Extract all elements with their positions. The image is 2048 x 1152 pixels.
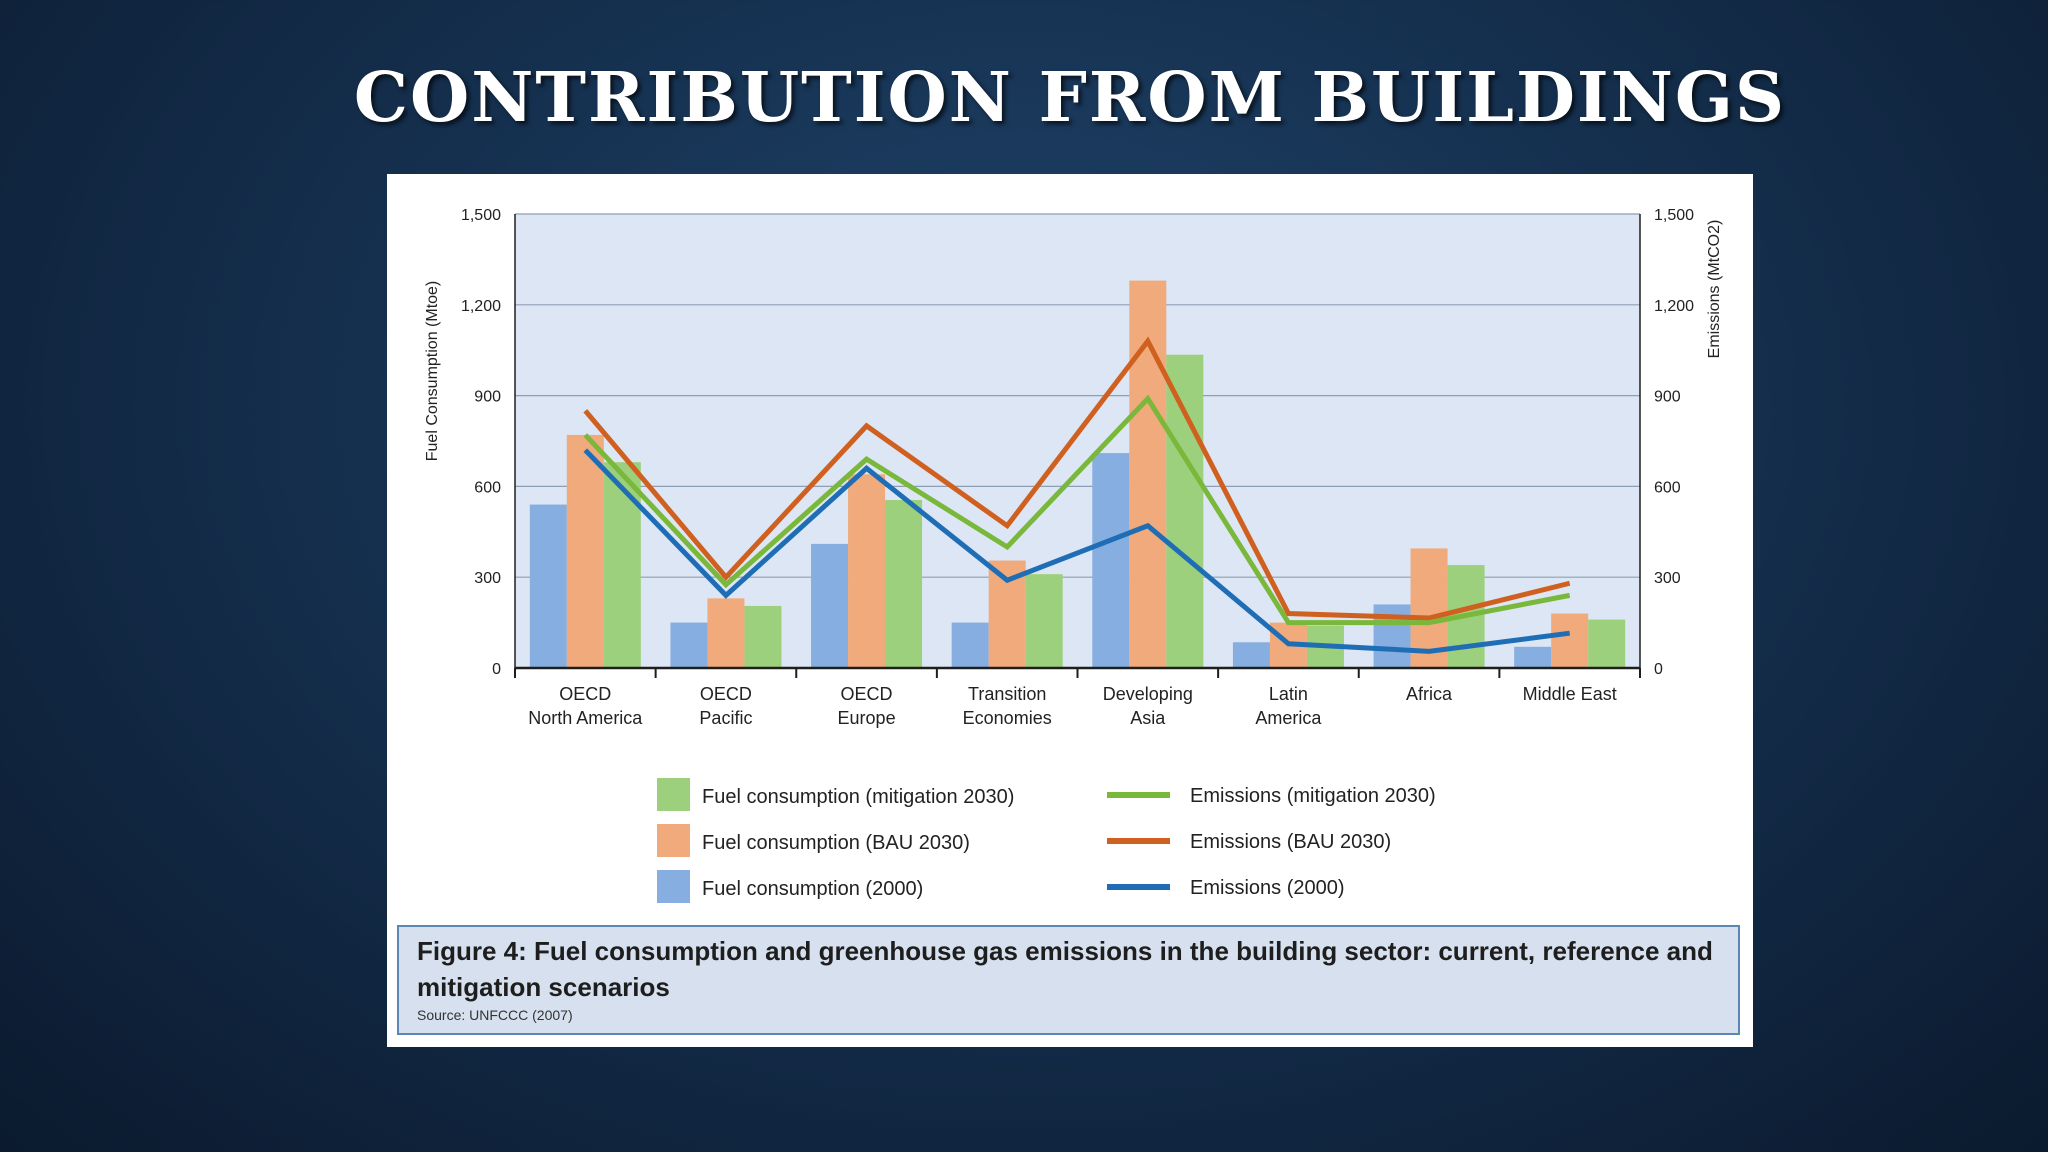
legend-swatch-bar [657,778,690,811]
bar [529,504,567,668]
bar [1092,453,1130,668]
bar [1514,646,1552,668]
fuel-emissions-chart: 0 0 300 300 600 600 900 900 1,200 1,200 1,500 1,500… [424,207,1723,903]
figure-caption-box: Figure 4: Fuel consumption and greenhous… [397,925,1740,1035]
x-tick-label: OECD [841,684,893,704]
bar [1166,354,1204,668]
series-line [583,336,1571,621]
x-tick-label: Latin [1269,684,1308,704]
x-tick-label: Asia [1130,708,1166,728]
x-tick-label: Transition [968,684,1046,704]
bar [566,434,604,668]
legend-swatch-bar [657,870,690,903]
y-tick-label-left: 300 [474,570,501,587]
x-tick-label: Pacific [699,708,752,728]
x-tick-label: Economies [963,708,1052,728]
bar [603,462,641,668]
x-tick-label: America [1255,708,1322,728]
bar [848,474,886,668]
legend-swatch-bar [657,824,690,857]
series-line [583,394,1571,626]
y-tick-label-right: 1,500 [1654,207,1694,224]
legend-label: Fuel consumption (BAU 2030) [702,832,970,854]
series-line [583,448,1571,654]
slide-title: CONTRIBUTION FROM BUILDINGS [353,58,1787,138]
figure-caption: Figure 4: Fuel consumption and greenhous… [417,936,1713,1002]
legend-label: Fuel consumption (2000) [702,878,923,900]
x-tick-label: Africa [1406,684,1453,704]
y-tick-label-left: 1,200 [461,298,501,315]
bar [811,543,849,668]
y-tick-label-right: 300 [1654,570,1681,587]
y-tick-label-left: 900 [474,389,501,406]
legend-label: Emissions (mitigation 2030) [1190,785,1436,807]
bar [744,605,782,668]
x-tick-label: OECD [700,684,752,704]
legend-label: Fuel consumption (mitigation 2030) [702,786,1014,808]
bar [1588,619,1626,668]
x-tick-label: Middle East [1523,684,1617,704]
y-tick-label-right: 1,200 [1654,298,1694,315]
bar [707,598,745,668]
legend-label: Emissions (BAU 2030) [1190,831,1391,853]
bar [1551,613,1589,668]
figure-source: Source: UNFCCC (2007) [417,1007,573,1023]
y-tick-label-left: 0 [492,661,501,678]
bar [951,622,989,668]
y-tick-label-right: 600 [1654,479,1681,496]
y-axis-title-right: Emissions (MtCO2) [1706,220,1723,359]
y-tick-label-right: 900 [1654,389,1681,406]
x-tick-label: Europe [838,708,896,728]
y-tick-label-right: 0 [1654,661,1663,678]
x-tick-label: North America [528,708,643,728]
bar [1232,642,1270,668]
bar [885,500,923,668]
x-tick-label: Developing [1103,684,1193,704]
bar [1025,574,1063,668]
figure-panel: 0 0 300 300 600 600 900 900 1,200 1,200 1,500 1,500… [387,174,1753,1047]
legend-label: Emissions (2000) [1190,877,1345,899]
y-axis-title-left: Fuel Consumption (Mtoe) [424,281,441,462]
x-tick-label: OECD [559,684,611,704]
y-tick-label-left: 1,500 [461,207,501,224]
bar [670,622,708,668]
y-tick-label-left: 600 [474,479,501,496]
